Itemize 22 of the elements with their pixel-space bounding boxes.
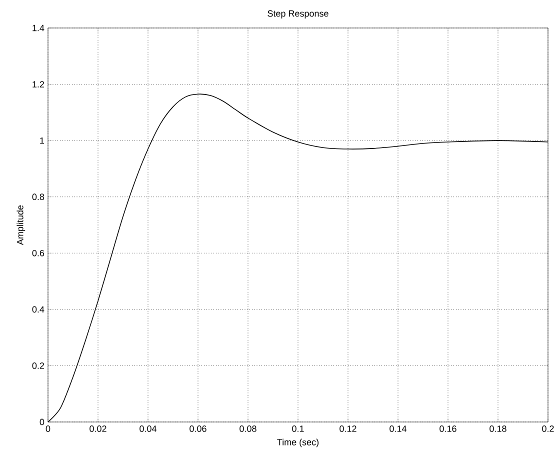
x-tick-label: 0.02 <box>90 426 106 432</box>
x-tick-label: 0.12 <box>340 426 356 432</box>
x-tick-label: 0.08 <box>240 426 256 432</box>
y-tick-label: 1.4 <box>32 24 44 32</box>
y-tick-label: 1.2 <box>32 81 44 88</box>
y-tick-label: 0.6 <box>32 250 44 256</box>
y-tick-label: 0.2 <box>32 362 44 369</box>
y-axis-title: Amplitude <box>16 205 26 245</box>
x-tick-label: 0.16 <box>440 426 456 432</box>
x-tick-label: 0.1 <box>292 426 304 432</box>
y-tick-label: 1 <box>40 137 44 144</box>
x-tick-label: 0.18 <box>490 426 506 432</box>
x-tick-label: 0.06 <box>190 426 206 432</box>
x-tick-label: 0 <box>46 426 50 432</box>
y-tick-label: 0.8 <box>32 194 44 200</box>
x-axis-title: Time (sec) <box>277 438 319 448</box>
x-tick-label: 0.2 <box>542 426 554 432</box>
y-tick-label: 0 <box>40 418 44 426</box>
x-tick-label: 0.04 <box>140 426 156 432</box>
y-tick-label: 0.4 <box>32 306 44 313</box>
x-tick-label: 0.14 <box>390 426 406 432</box>
chart-title: Step Response <box>268 10 328 18</box>
